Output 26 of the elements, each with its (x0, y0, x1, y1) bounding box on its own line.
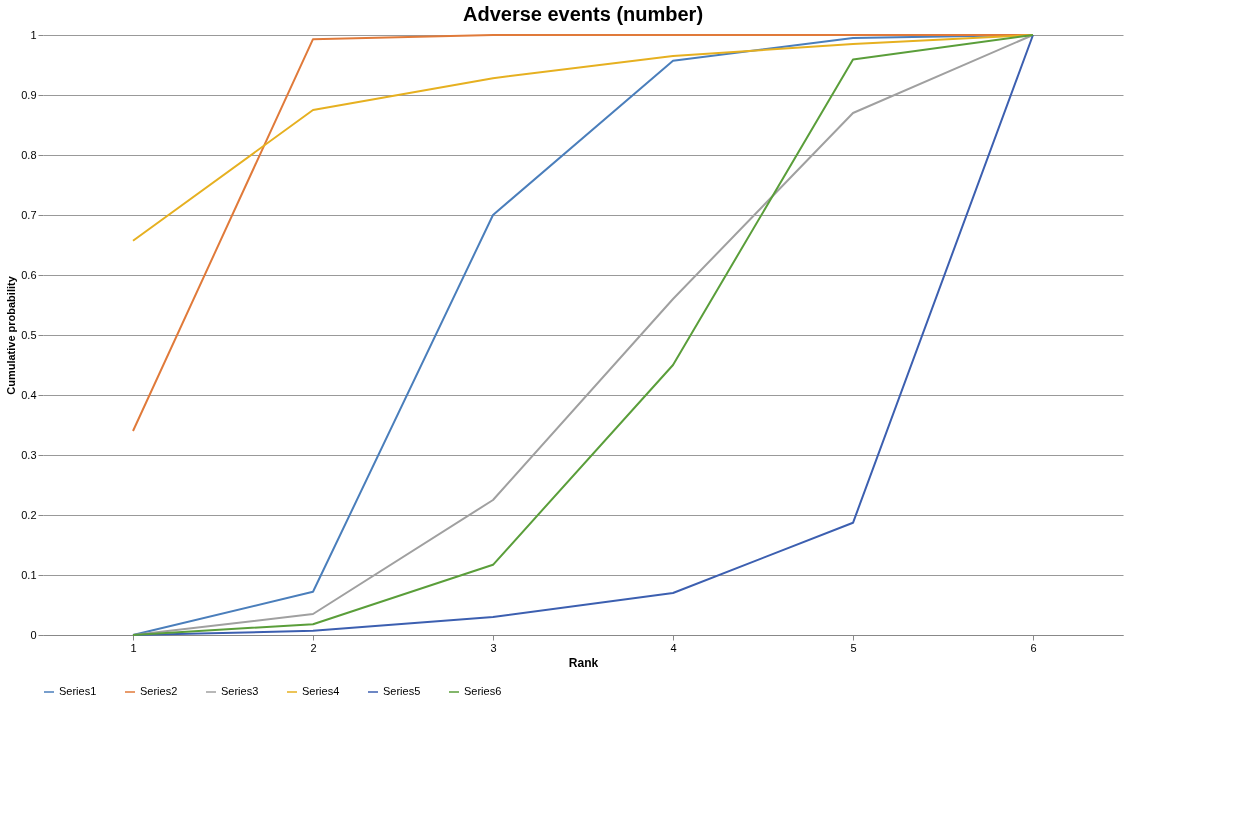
y-tick-label: 1 (30, 28, 37, 41)
legend-label: Series1 (59, 685, 97, 697)
legend-label: Series3 (221, 685, 259, 697)
y-tick-label: 0 (30, 628, 37, 641)
chart-title: Adverse events (number) (462, 3, 704, 25)
x-tick-label: 4 (670, 641, 677, 654)
x-axis-title: Rank (568, 655, 599, 670)
x-tick-label: 1 (130, 641, 137, 654)
y-tick-label: 0.5 (21, 328, 37, 341)
x-tick-label: 3 (490, 641, 497, 654)
y-tick-label: 0.2 (21, 508, 37, 521)
x-tick-label: 2 (310, 641, 317, 654)
x-tick-label: 5 (850, 641, 857, 654)
y-tick-label: 0.4 (21, 388, 37, 401)
legend-label: Series4 (302, 685, 340, 697)
y-tick-label: 0.8 (21, 148, 37, 161)
legend-label: Series6 (464, 685, 502, 697)
y-axis-title: Cumulative probability (5, 275, 18, 395)
y-tick-label: 0.3 (21, 448, 37, 461)
y-tick-label: 0.6 (21, 268, 37, 281)
y-tick-label: 0.7 (21, 208, 37, 221)
legend-label: Series5 (383, 685, 421, 697)
y-tick-label: 0.1 (21, 568, 37, 581)
legend-label: Series2 (140, 685, 178, 697)
x-tick-label: 6 (1030, 641, 1037, 654)
y-tick-label: 0.9 (21, 88, 37, 101)
